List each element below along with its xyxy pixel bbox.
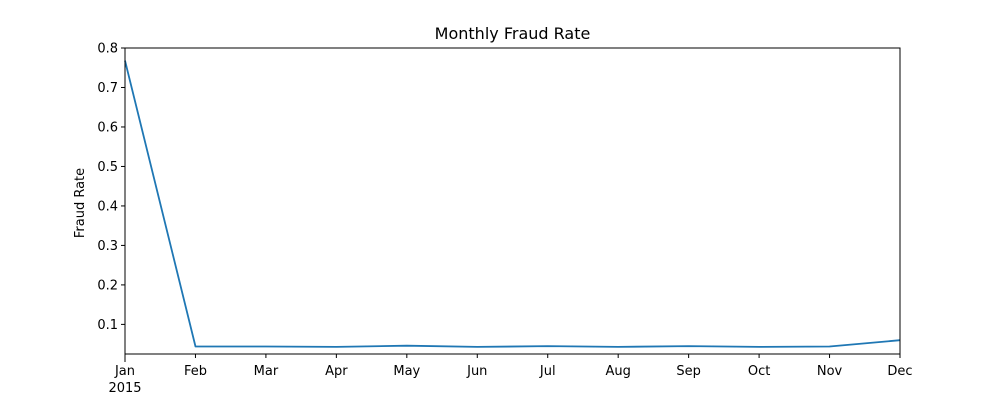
plot-frame: [124, 47, 901, 355]
x-tick-label: Jan: [114, 364, 135, 379]
x-tick-label: Dec: [887, 364, 912, 379]
y-tick-label: 0.6: [97, 120, 118, 135]
x-tick-label: Feb: [184, 364, 207, 379]
x-tick-label: Oct: [748, 364, 770, 379]
x-tick-label: Jun: [466, 364, 487, 379]
y-tick-label: 0.2: [97, 278, 118, 293]
y-tick-label: 0.8: [97, 42, 118, 57]
y-tick-label: 0.5: [97, 160, 118, 175]
x-tick-label: May: [393, 364, 420, 379]
series-line: [124, 60, 901, 348]
x-tick-label: Aug: [605, 364, 630, 379]
chart-title: Monthly Fraud Rate: [435, 24, 591, 43]
plot-area: 0.1 0.2 0.3 0.4 0.5 0.6 0.7 0.8 Jan Feb Mar Apr May J…: [97, 42, 912, 397]
x-tick-label: Mar: [254, 364, 279, 379]
y-axis-label: Fraud Rate: [73, 168, 88, 238]
x-tick-label: Nov: [817, 364, 843, 379]
y-tick-label: 0.3: [97, 239, 118, 254]
y-tick-label: 0.1: [97, 318, 118, 333]
x-year-label: 2015: [108, 381, 141, 396]
x-tick-label: Jul: [539, 364, 556, 379]
y-tick-label: 0.7: [97, 81, 118, 96]
y-tick-label: 0.4: [97, 199, 118, 214]
x-tick-label: Sep: [676, 364, 701, 379]
x-tick-label: Apr: [325, 364, 348, 379]
